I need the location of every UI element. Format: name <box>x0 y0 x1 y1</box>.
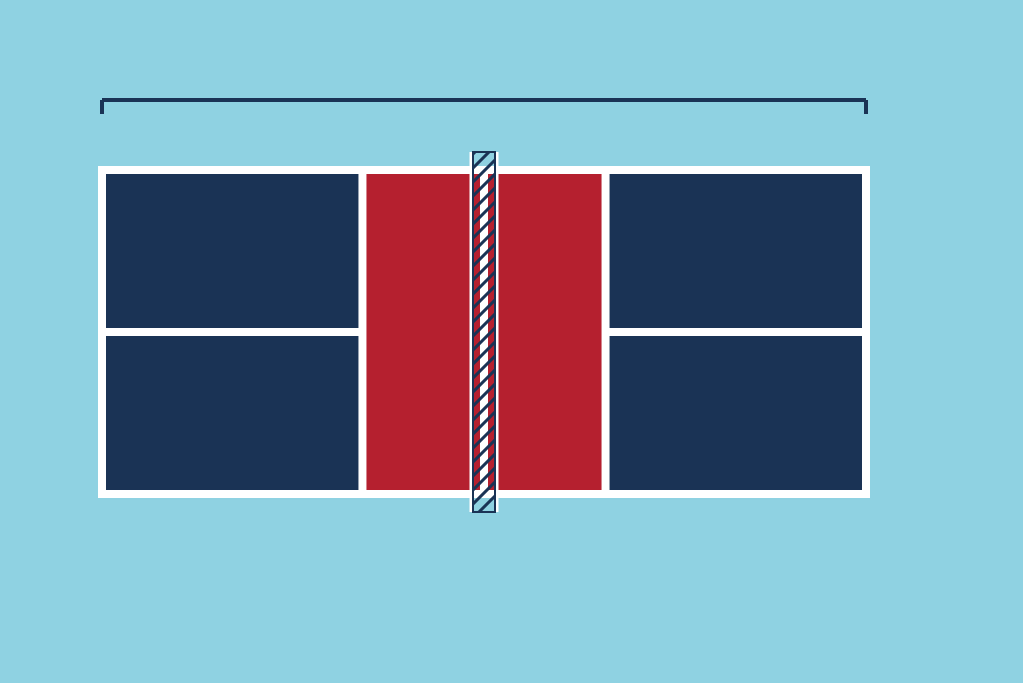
right-bottom-service-area <box>610 336 862 490</box>
left-non-volley-zone <box>366 174 480 490</box>
right-top-service-area <box>610 174 862 328</box>
left-top-service-area <box>106 174 358 328</box>
left-bottom-service-area <box>106 336 358 490</box>
right-non-volley-zone <box>488 174 602 490</box>
